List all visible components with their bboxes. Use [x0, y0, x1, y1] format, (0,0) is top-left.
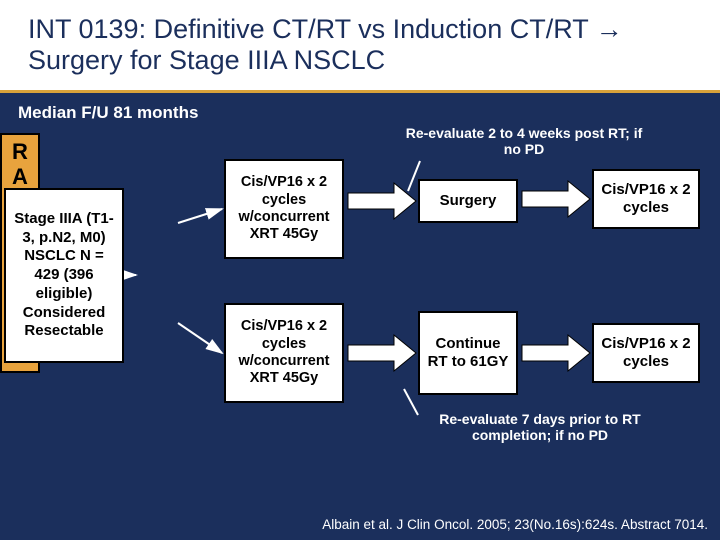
mid-bot-box: Continue RT to 61GY	[418, 311, 518, 395]
out-top-box: Cis/VP16 x 2 cycles	[592, 169, 700, 229]
rand-letter: A	[2, 164, 38, 189]
arm-top-box: Cis/VP16 x 2 cycles w/concurrent XRT 45G…	[224, 159, 344, 259]
entry-box: Stage IIIA (T1-3, p.N2, M0) NSCLC N = 42…	[4, 188, 124, 363]
out-bot-box: Cis/VP16 x 2 cycles	[592, 323, 700, 383]
slide-header: INT 0139: Definitive CT/RT vs Induction …	[0, 0, 720, 93]
rand-letter: R	[2, 139, 38, 164]
citation: Albain et al. J Clin Oncol. 2005; 23(No.…	[322, 517, 708, 532]
note-bot: Re-evaluate 7 days prior to RT completio…	[404, 411, 676, 443]
slide-title: INT 0139: Definitive CT/RT vs Induction …	[28, 14, 700, 76]
mid-top-box: Surgery	[418, 179, 518, 223]
flowchart: Stage IIIA (T1-3, p.N2, M0) NSCLC N = 42…	[0, 133, 720, 493]
note-top: Re-evaluate 2 to 4 weeks post RT; if no …	[404, 125, 644, 157]
arm-bot-box: Cis/VP16 x 2 cycles w/concurrent XRT 45G…	[224, 303, 344, 403]
